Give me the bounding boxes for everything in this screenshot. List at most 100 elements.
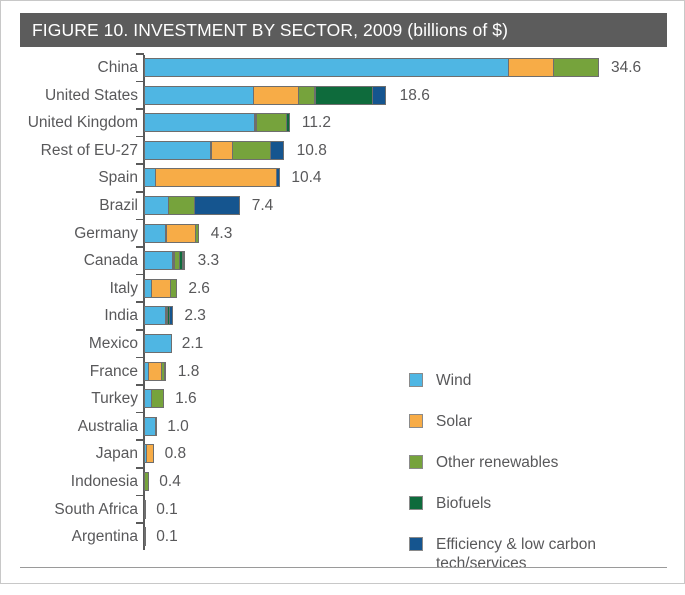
- bar-row: South Africa 0.1: [1, 494, 685, 527]
- legend-label: Biofuels: [436, 495, 492, 512]
- stacked-bar[interactable]: [144, 444, 154, 464]
- legend-item-solar[interactable]: Solar: [409, 412, 649, 431]
- bar-segment-efficiency[interactable]: [193, 196, 241, 215]
- bar-row: Rest of EU-27 10.8: [1, 135, 685, 168]
- bar-segment-solar[interactable]: [145, 444, 154, 464]
- bar-segment-efficiency[interactable]: [275, 168, 280, 188]
- category-label: United Kingdom: [27, 114, 138, 132]
- stacked-bar[interactable]: [144, 223, 200, 243]
- stacked-bar[interactable]: [144, 168, 280, 188]
- bar-segment-wind[interactable]: [144, 58, 509, 77]
- axis-tick: [136, 80, 144, 83]
- category-label: Japan: [95, 445, 138, 463]
- axis-tick: [136, 108, 144, 110]
- category-label: United States: [44, 86, 138, 104]
- stacked-bar[interactable]: [144, 361, 167, 381]
- bar-segment-other[interactable]: [553, 58, 600, 77]
- bar-value-label: 3.3: [197, 252, 220, 270]
- bar-segment-efficiency[interactable]: [168, 306, 173, 326]
- bar-row: Mexico 2.1: [1, 329, 685, 361]
- axis-tick: [136, 411, 144, 414]
- category-label: Germany: [74, 224, 138, 242]
- category-label: Indonesia: [70, 473, 138, 490]
- bar-segment-efficiency[interactable]: [155, 416, 158, 436]
- bar-segment-wind[interactable]: [144, 140, 212, 160]
- bar-segment-solar[interactable]: [210, 140, 234, 160]
- bar-segment-wind[interactable]: [144, 223, 167, 243]
- stacked-bar[interactable]: [144, 334, 172, 353]
- bar-segment-other[interactable]: [195, 223, 200, 243]
- stacked-bar[interactable]: [144, 499, 147, 519]
- stacked-bar[interactable]: [144, 278, 177, 298]
- bar-segment-wind[interactable]: [144, 334, 172, 353]
- bar-segment-solar[interactable]: [252, 85, 300, 105]
- bar-segment-other[interactable]: [170, 278, 177, 298]
- bar-row: China 34.6: [1, 53, 685, 85]
- bar-value-label: 7.4: [251, 197, 274, 214]
- bar-row: Italy 2.6: [1, 273, 685, 306]
- legend-item-other_renewables[interactable]: Other renewables: [409, 453, 649, 472]
- bar-segment-wind[interactable]: [144, 196, 170, 215]
- stacked-bar[interactable]: [144, 306, 173, 326]
- bar-segment-other[interactable]: [168, 196, 195, 215]
- axis-tick: [136, 439, 144, 441]
- stacked-bar[interactable]: [144, 251, 186, 271]
- axis-tick: [136, 135, 144, 138]
- bar-segment-efficiency[interactable]: [144, 527, 147, 547]
- stacked-bar[interactable]: [144, 527, 147, 547]
- bar-row: Argentina 0.1: [1, 522, 685, 554]
- bar-segment-biofuels[interactable]: [314, 85, 373, 105]
- legend-item-wind[interactable]: Wind: [409, 371, 649, 390]
- bar-row: United Kingdom 11.2: [1, 108, 685, 140]
- stacked-bar[interactable]: [144, 140, 285, 160]
- axis-tick: [136, 467, 144, 469]
- axis-tick: [136, 522, 144, 524]
- bar-value-label: 10.8: [296, 141, 327, 159]
- axis-tick: [136, 384, 144, 386]
- stacked-bar[interactable]: [144, 472, 150, 491]
- bar-segment-wind[interactable]: [144, 113, 255, 133]
- bar-segment-solar[interactable]: [148, 361, 162, 381]
- stacked-bar[interactable]: [144, 416, 158, 436]
- bar-segment-efficiency[interactable]: [269, 140, 285, 160]
- bar-segment-other[interactable]: [144, 472, 150, 491]
- bar-row: India 2.3: [1, 301, 685, 333]
- bar-segment-other[interactable]: [151, 389, 165, 409]
- bar-segment-solar[interactable]: [165, 223, 197, 243]
- axis-tick: [136, 356, 144, 359]
- bar-row: Brazil 7.4: [1, 191, 685, 223]
- bar-segment-efficiency[interactable]: [164, 361, 167, 381]
- category-label: Canada: [83, 252, 138, 270]
- bar-segment-other[interactable]: [232, 140, 271, 160]
- axis-tick: [136, 163, 144, 165]
- stacked-bar[interactable]: [144, 85, 387, 105]
- bar-row: Australia 1.0: [1, 411, 685, 444]
- bar-segment-solar[interactable]: [155, 168, 277, 188]
- bar-segment-solar[interactable]: [507, 58, 554, 77]
- bar-value-label: 0.8: [164, 445, 187, 463]
- footer-divider: [20, 567, 667, 568]
- stacked-bar[interactable]: [144, 196, 241, 215]
- bar-segment-wind[interactable]: [144, 251, 174, 271]
- bar-value-label: 10.4: [291, 169, 322, 187]
- bar-segment-efficiency[interactable]: [144, 499, 147, 519]
- bar-segment-biofuels[interactable]: [286, 113, 291, 133]
- bar-value-label: 2.1: [181, 335, 204, 352]
- stacked-bar[interactable]: [144, 389, 165, 409]
- bar-segment-other[interactable]: [298, 85, 316, 105]
- figure-title: FIGURE 10. INVESTMENT BY SECTOR, 2009 (b…: [32, 19, 509, 40]
- category-label: France: [89, 362, 138, 380]
- stacked-bar[interactable]: [144, 113, 291, 133]
- bar-segment-other[interactable]: [255, 113, 288, 133]
- legend-item-biofuels[interactable]: Biofuels: [409, 494, 649, 513]
- bar-segment-solar[interactable]: [151, 278, 171, 298]
- bar-segment-wind[interactable]: [144, 306, 167, 326]
- bar-segment-efficiency[interactable]: [182, 251, 186, 271]
- stacked-bar[interactable]: [144, 58, 600, 77]
- bar-segment-wind[interactable]: [144, 85, 254, 105]
- bar-segment-efficiency[interactable]: [371, 85, 387, 105]
- category-label: Brazil: [99, 197, 138, 214]
- bar-row: Japan 0.8: [1, 439, 685, 471]
- legend-swatch-other_renewables: [409, 455, 423, 469]
